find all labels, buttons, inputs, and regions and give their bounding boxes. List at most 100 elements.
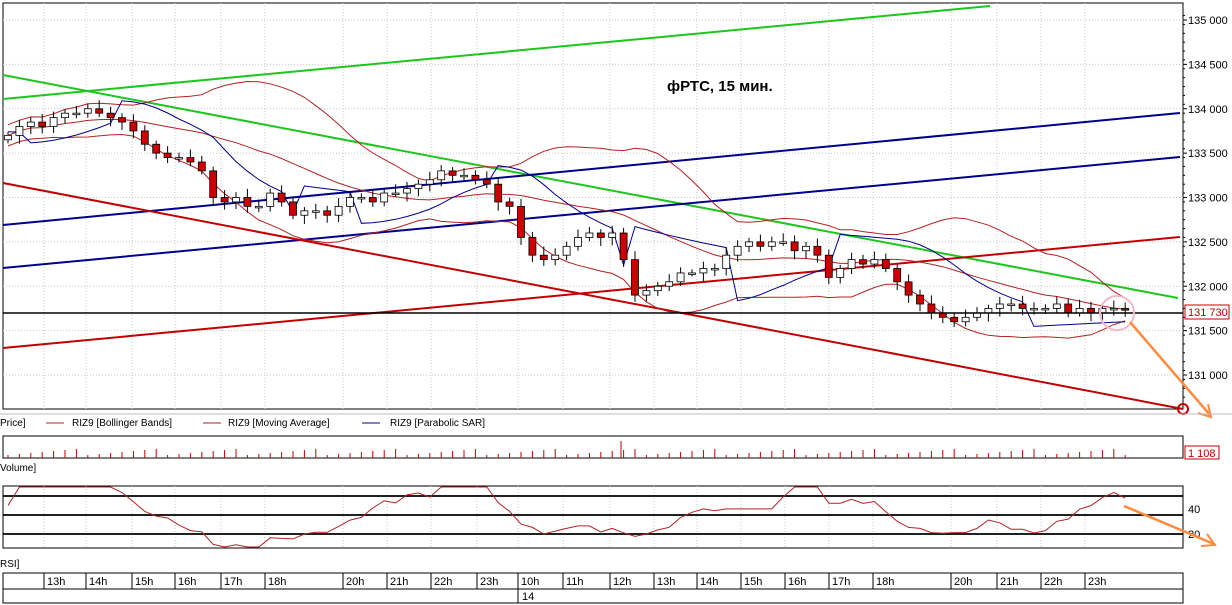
candle-body bbox=[289, 201, 297, 216]
candle-body bbox=[380, 192, 389, 203]
rsi-line bbox=[7, 486, 1126, 548]
candle-body bbox=[631, 259, 639, 296]
candle-body bbox=[175, 157, 183, 160]
candle-body bbox=[619, 232, 628, 261]
candle-body bbox=[129, 121, 138, 132]
candle-body bbox=[368, 197, 377, 203]
candle-body bbox=[745, 241, 753, 247]
candle-body bbox=[961, 316, 970, 323]
chart-title: фРТС, 15 мин. bbox=[667, 78, 773, 95]
candle-body bbox=[414, 183, 423, 190]
legend-sar: RIZ9 [Parabolic SAR] bbox=[390, 418, 485, 429]
y-tick-label: 134 500 bbox=[1188, 59, 1228, 71]
volume-pane bbox=[2, 435, 1184, 459]
candle-body bbox=[140, 130, 149, 145]
candle-body bbox=[767, 241, 776, 247]
candle-body bbox=[1041, 308, 1050, 311]
candle-body bbox=[1030, 308, 1038, 311]
candle-body bbox=[528, 237, 537, 256]
candle-body bbox=[311, 210, 320, 213]
x-tick-label: 18h bbox=[268, 576, 286, 588]
candle-body bbox=[824, 254, 833, 278]
moving-average bbox=[7, 118, 1126, 310]
parabolic-sar bbox=[7, 100, 1126, 327]
candle-body bbox=[323, 210, 332, 216]
candle-body bbox=[699, 268, 708, 274]
y-tick-label: 132 000 bbox=[1188, 281, 1228, 293]
candle-body bbox=[437, 170, 446, 181]
trend-red-rising bbox=[2, 236, 1181, 349]
last-price-box bbox=[1184, 304, 1230, 320]
candle-body bbox=[1109, 308, 1118, 311]
y-tick-label: 132 500 bbox=[1188, 237, 1228, 249]
x-tick-label: 17h bbox=[224, 576, 242, 588]
candle-body bbox=[4, 134, 12, 141]
candle-body bbox=[254, 205, 263, 209]
candle-body bbox=[494, 183, 503, 203]
candle-body bbox=[1018, 303, 1027, 309]
candle-body bbox=[688, 272, 696, 275]
candle-body bbox=[277, 192, 286, 203]
last-price-label: 131 730 bbox=[1188, 307, 1228, 319]
bollinger-lower bbox=[7, 133, 1126, 339]
candle-body bbox=[596, 232, 605, 238]
volume-label: 1 108 bbox=[1188, 448, 1216, 460]
trendlines bbox=[2, 5, 1184, 410]
y-tick-label: 131 000 bbox=[1188, 370, 1228, 382]
x-tick-label: 22h bbox=[434, 576, 452, 588]
trend-green-upper bbox=[2, 5, 991, 100]
y-tick-label: 131 500 bbox=[1188, 326, 1228, 338]
candle-body bbox=[209, 170, 218, 198]
candle-body bbox=[893, 268, 902, 283]
candle-body bbox=[551, 254, 560, 261]
candle-body bbox=[106, 112, 115, 119]
candle-body bbox=[61, 112, 69, 119]
candle-body bbox=[232, 197, 240, 203]
candle-body bbox=[391, 192, 400, 195]
candle-body bbox=[881, 259, 890, 269]
volume-pane-label: Volume] bbox=[0, 463, 36, 474]
candle-body bbox=[26, 121, 35, 127]
candle-body bbox=[574, 237, 582, 247]
annotation-circle bbox=[1099, 295, 1135, 331]
rsi-pane-label: RSI] bbox=[0, 559, 20, 570]
x-tick-label: 23h bbox=[480, 576, 498, 588]
x-tick-label: 15h bbox=[744, 576, 762, 588]
trend-blue-upper bbox=[2, 112, 1181, 226]
bollinger-bands bbox=[7, 80, 1126, 339]
candle-body bbox=[779, 241, 788, 244]
candle-body bbox=[482, 179, 491, 185]
candle-body bbox=[403, 188, 411, 194]
candle-body bbox=[163, 152, 172, 158]
legend-ma: RIZ9 [Moving Average] bbox=[228, 418, 330, 429]
legend-price: Price] bbox=[0, 418, 26, 429]
candle-body bbox=[653, 285, 662, 292]
x-tick-label: 23h bbox=[1088, 576, 1106, 588]
rsi-grid bbox=[43, 486, 1086, 548]
annotation-arrowhead-rsi bbox=[1200, 533, 1217, 547]
x-tick-label: 10h bbox=[521, 576, 539, 588]
candle-body bbox=[1121, 308, 1130, 311]
candle-body bbox=[243, 197, 252, 207]
x-tick-label: 17h bbox=[832, 576, 850, 588]
candle-body bbox=[346, 197, 354, 207]
candle-body bbox=[505, 201, 514, 207]
candle-body bbox=[1007, 303, 1016, 306]
x-tick-label: 14h bbox=[89, 576, 107, 588]
candle-body bbox=[95, 108, 104, 114]
candle-body bbox=[517, 205, 525, 238]
candle-body bbox=[448, 170, 457, 176]
rsi-path bbox=[7, 486, 1126, 548]
candle-body bbox=[152, 143, 161, 154]
candle-body bbox=[676, 272, 685, 283]
candle-body bbox=[995, 303, 1004, 309]
legend-bollinger: RIZ9 [Bollinger Bands] bbox=[72, 418, 172, 429]
candle-body bbox=[118, 117, 126, 123]
candle-body bbox=[197, 161, 206, 172]
trend-blue-lower bbox=[2, 156, 1181, 269]
candle-body bbox=[642, 290, 651, 296]
time-axis-labels: 13h 14h 15h 16h 17h 18h 20h 21h 22h 23h 10h 11h 12h 1… bbox=[43, 573, 1106, 589]
trend-green-falling bbox=[2, 74, 1179, 299]
x-tick-label: 22h bbox=[1044, 576, 1062, 588]
